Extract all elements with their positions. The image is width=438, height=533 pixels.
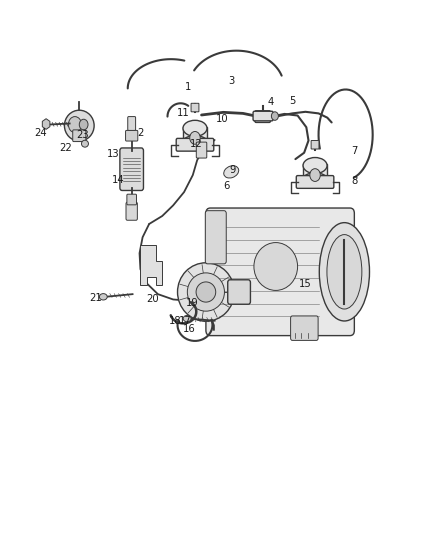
Text: 16: 16 xyxy=(183,324,196,334)
FancyBboxPatch shape xyxy=(183,127,207,142)
Text: 4: 4 xyxy=(267,96,274,107)
Text: 19: 19 xyxy=(186,297,198,308)
FancyBboxPatch shape xyxy=(206,208,354,336)
Ellipse shape xyxy=(319,223,370,321)
Text: 2: 2 xyxy=(137,127,144,138)
FancyBboxPatch shape xyxy=(128,117,136,131)
FancyBboxPatch shape xyxy=(191,103,199,112)
Ellipse shape xyxy=(183,136,207,148)
Text: 23: 23 xyxy=(77,130,89,140)
FancyBboxPatch shape xyxy=(73,130,86,142)
FancyBboxPatch shape xyxy=(126,131,138,141)
Ellipse shape xyxy=(224,166,239,178)
Circle shape xyxy=(272,112,279,120)
Circle shape xyxy=(190,132,200,144)
Ellipse shape xyxy=(183,316,191,322)
FancyBboxPatch shape xyxy=(127,194,137,205)
FancyBboxPatch shape xyxy=(205,211,226,264)
Text: 24: 24 xyxy=(35,127,47,138)
Ellipse shape xyxy=(81,140,88,147)
Ellipse shape xyxy=(196,282,216,302)
Text: 6: 6 xyxy=(224,181,230,191)
Text: 5: 5 xyxy=(289,95,296,106)
Text: 13: 13 xyxy=(107,149,120,159)
Text: 11: 11 xyxy=(177,108,190,118)
FancyBboxPatch shape xyxy=(311,141,319,149)
FancyBboxPatch shape xyxy=(228,280,251,304)
FancyBboxPatch shape xyxy=(296,175,334,188)
FancyBboxPatch shape xyxy=(176,139,214,151)
FancyBboxPatch shape xyxy=(126,202,138,220)
Text: 7: 7 xyxy=(351,146,357,156)
Text: 15: 15 xyxy=(299,279,312,288)
Ellipse shape xyxy=(177,263,234,321)
Text: 18: 18 xyxy=(169,316,182,326)
Circle shape xyxy=(310,168,320,181)
Text: 17: 17 xyxy=(179,316,191,326)
Text: 3: 3 xyxy=(228,77,234,86)
Ellipse shape xyxy=(303,173,327,184)
Ellipse shape xyxy=(183,120,207,136)
FancyBboxPatch shape xyxy=(255,111,271,123)
FancyBboxPatch shape xyxy=(196,142,207,158)
Ellipse shape xyxy=(254,243,297,290)
FancyBboxPatch shape xyxy=(290,316,318,341)
Text: 10: 10 xyxy=(216,114,229,124)
Text: 22: 22 xyxy=(59,143,72,154)
Ellipse shape xyxy=(327,235,362,309)
Text: 14: 14 xyxy=(111,175,124,185)
FancyBboxPatch shape xyxy=(303,164,327,179)
FancyBboxPatch shape xyxy=(253,111,273,121)
Ellipse shape xyxy=(303,158,327,173)
Text: 1: 1 xyxy=(185,82,191,92)
Polygon shape xyxy=(141,245,162,285)
Text: 21: 21 xyxy=(89,293,102,303)
Ellipse shape xyxy=(64,110,94,141)
Text: 12: 12 xyxy=(190,139,203,149)
Ellipse shape xyxy=(187,273,224,311)
Text: 8: 8 xyxy=(351,176,357,187)
Text: 9: 9 xyxy=(229,165,235,175)
FancyBboxPatch shape xyxy=(120,148,144,190)
Circle shape xyxy=(79,119,88,130)
Ellipse shape xyxy=(99,294,107,300)
Ellipse shape xyxy=(267,114,272,119)
Text: 20: 20 xyxy=(146,294,159,304)
Circle shape xyxy=(68,117,81,133)
